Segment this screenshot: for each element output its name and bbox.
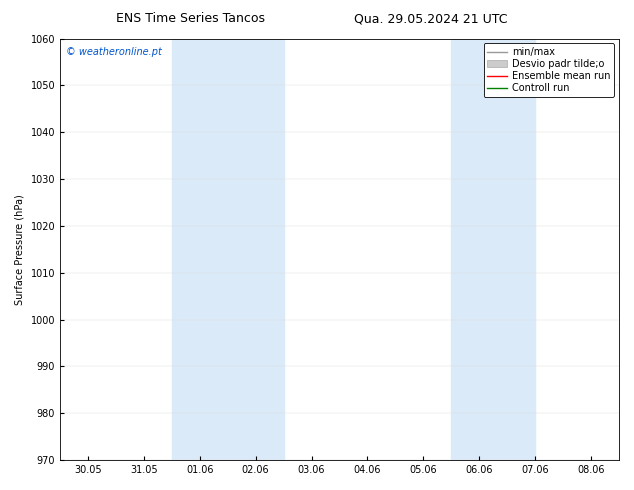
Legend: min/max, Desvio padr tilde;o, Ensemble mean run, Controll run: min/max, Desvio padr tilde;o, Ensemble m… xyxy=(484,44,614,97)
Text: ENS Time Series Tancos: ENS Time Series Tancos xyxy=(115,12,265,25)
Y-axis label: Surface Pressure (hPa): Surface Pressure (hPa) xyxy=(15,194,25,305)
Text: © weatheronline.pt: © weatheronline.pt xyxy=(66,47,162,57)
Bar xyxy=(172,39,283,460)
Text: Qua. 29.05.2024 21 UTC: Qua. 29.05.2024 21 UTC xyxy=(354,12,508,25)
Bar xyxy=(451,39,535,460)
